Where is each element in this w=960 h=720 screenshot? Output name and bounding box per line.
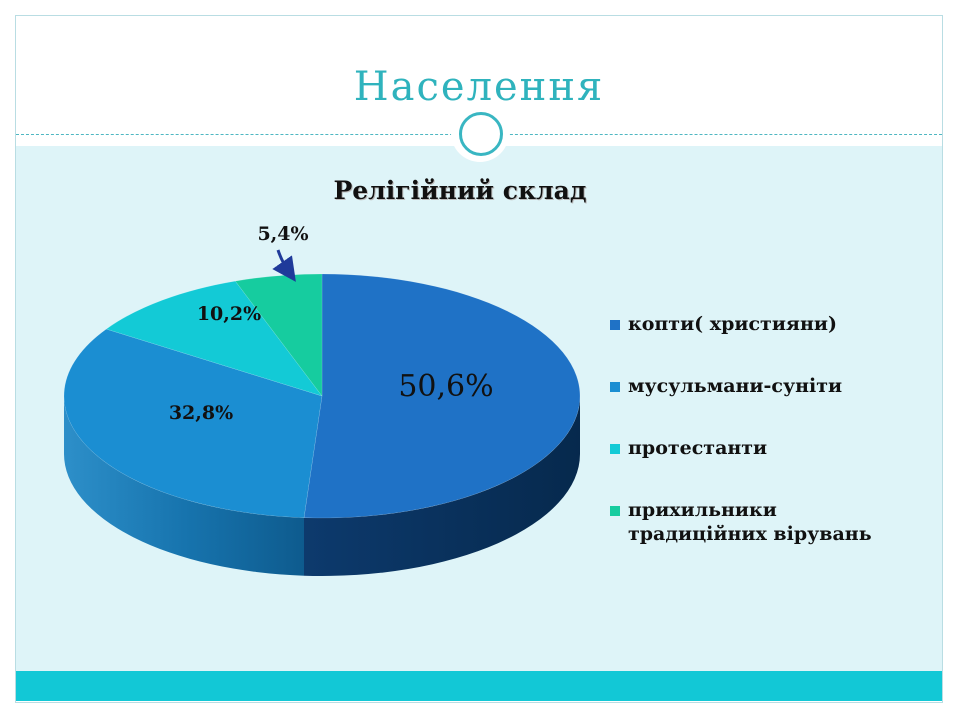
pie-data-label: 10,2% [197, 303, 261, 325]
legend-swatch [610, 320, 620, 330]
slide-frame [15, 15, 943, 703]
legend-swatch [610, 506, 620, 516]
bottom-bar [16, 671, 942, 701]
circle-ring-icon [459, 112, 503, 156]
legend-label: протестанти [628, 437, 768, 459]
legend-swatch [610, 382, 620, 392]
pie-data-label: 32,8% [169, 402, 233, 424]
chart-title: Релігійний склад [333, 176, 587, 205]
legend-label: прихильники традиційних вірувань [628, 499, 872, 545]
legend-label: мусульмани-суніти [628, 375, 843, 397]
pie-slice-side [64, 396, 305, 576]
callout-arrow-icon [272, 249, 296, 282]
pie-slice [105, 280, 323, 397]
circle-ornament-icon [451, 104, 509, 162]
slide-title: Населення [353, 64, 605, 110]
pie-slice [63, 328, 323, 518]
pie-data-label: 5,4% [257, 223, 308, 245]
pie-slice-side [304, 396, 580, 576]
pie-slice [303, 273, 581, 519]
pie-data-label: 50,6% [398, 369, 493, 404]
legend-swatch [610, 444, 620, 454]
legend-label: копти( християни) [628, 313, 837, 335]
